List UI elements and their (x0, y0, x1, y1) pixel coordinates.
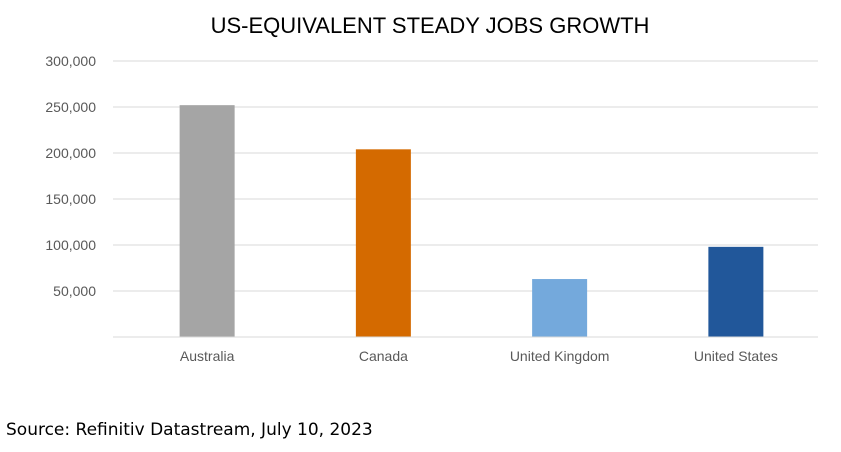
bars (179, 105, 764, 337)
y-tick-label: 100,000 (45, 237, 96, 253)
chart-title: US-EQUIVALENT STEADY JOBS GROWTH (211, 13, 650, 38)
y-tick-label: 50,000 (53, 283, 96, 299)
y-axis-tick-labels: 50,000 100,000 150,000 200,000 250,000 300,00… (45, 53, 96, 299)
y-tick-label: 250,000 (45, 99, 96, 115)
y-tick-label: 150,000 (45, 191, 96, 207)
x-category-label: Canada (359, 348, 408, 364)
x-category-label: United Kingdom (510, 348, 610, 364)
bar-australia (179, 105, 235, 337)
source-note: Source: Refinitiv Datastream, July 10, 2… (6, 420, 373, 440)
x-category-label: United States (694, 348, 778, 364)
x-category-label: Australia (180, 348, 235, 364)
x-axis-category-labels: Australia Canada United Kingdom United Stat… (180, 348, 778, 364)
bar-united-states (708, 246, 764, 337)
y-tick-label: 200,000 (45, 145, 96, 161)
bar-canada (355, 149, 411, 337)
bar-united-kingdom (532, 279, 588, 337)
y-tick-label: 300,000 (45, 53, 96, 69)
